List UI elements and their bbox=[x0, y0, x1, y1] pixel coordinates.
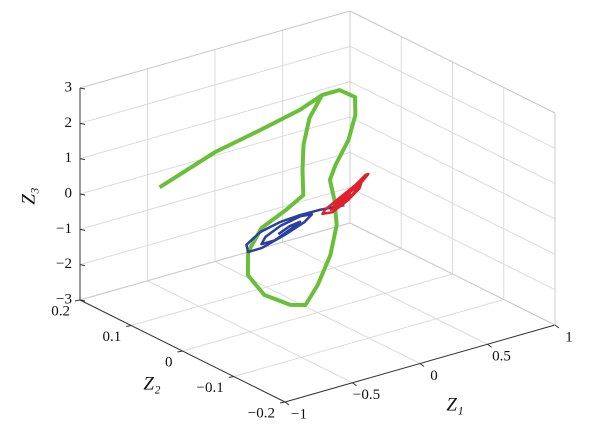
grid-line bbox=[131, 248, 402, 326]
z-tick-label: −2 bbox=[56, 256, 72, 272]
grid-line bbox=[233, 299, 504, 377]
y-tick-label: 0.1 bbox=[103, 329, 122, 345]
z-tick-label: −1 bbox=[56, 221, 72, 237]
grid-line bbox=[349, 45, 556, 149]
z-axis-label: Z₃ bbox=[18, 187, 39, 204]
grid-line bbox=[349, 81, 556, 185]
lines-layer bbox=[158, 88, 370, 307]
x-tick-label: 0 bbox=[430, 368, 438, 384]
tick-mark bbox=[74, 299, 81, 302]
box-edge bbox=[79, 222, 351, 301]
x-tick-label: 1 bbox=[565, 329, 573, 345]
tick-mark bbox=[79, 193, 86, 196]
trajectory bbox=[158, 88, 358, 307]
tick-mark bbox=[126, 325, 132, 327]
z-tick-label: −3 bbox=[56, 291, 72, 307]
y-tick-label: 0 bbox=[165, 354, 173, 370]
labels-layer: −1 −0.5 0 0.5 1 −0.2 −0.1 0 0.1 0.2−3 −2 −1 0 1 2 3 bbox=[51, 79, 573, 422]
grid-line bbox=[349, 187, 556, 291]
grid-line bbox=[349, 151, 556, 255]
z-tick-label: 1 bbox=[65, 150, 73, 166]
tick-mark bbox=[352, 382, 357, 387]
y-tick-label: 0.2 bbox=[51, 303, 70, 319]
y-tick-label: −0.1 bbox=[197, 380, 224, 396]
z-tick-label: 3 bbox=[65, 79, 73, 95]
tick-mark bbox=[79, 87, 86, 90]
x-tick-label: −1 bbox=[291, 406, 307, 422]
tick-mark bbox=[554, 324, 560, 329]
tick-mark bbox=[79, 299, 86, 302]
grid-line bbox=[79, 45, 351, 124]
tick-mark bbox=[279, 401, 286, 404]
grid-line bbox=[182, 273, 453, 352]
box-edge bbox=[349, 222, 556, 326]
x-tick-label: −0.5 bbox=[353, 387, 380, 403]
trajectory bbox=[245, 203, 345, 254]
trajectory bbox=[321, 172, 370, 216]
tick-mark bbox=[79, 228, 86, 231]
box-edge bbox=[349, 10, 556, 114]
grid-line bbox=[349, 116, 556, 220]
tick-mark bbox=[419, 363, 425, 367]
tick-mark bbox=[79, 158, 86, 161]
box-layer bbox=[74, 10, 560, 406]
grid-line bbox=[79, 151, 351, 230]
tick-mark bbox=[177, 350, 183, 353]
z-tick-label: 2 bbox=[65, 115, 73, 131]
tick-mark bbox=[79, 264, 86, 267]
box-edge bbox=[79, 10, 351, 89]
y-axis-label: Z₂ bbox=[143, 373, 161, 394]
grid-line bbox=[79, 81, 351, 160]
grid-layer bbox=[79, 10, 556, 403]
tick-mark bbox=[79, 122, 86, 125]
y-tick-label: −0.2 bbox=[248, 405, 275, 421]
tick-mark bbox=[228, 376, 234, 378]
x-tick-label: 0.5 bbox=[492, 349, 511, 365]
grid-line bbox=[79, 187, 351, 266]
z-tick-label: 0 bbox=[65, 185, 73, 201]
x-axis-label: Z₁ bbox=[446, 394, 463, 415]
tick-mark bbox=[487, 343, 492, 348]
tick-mark bbox=[284, 401, 290, 406]
